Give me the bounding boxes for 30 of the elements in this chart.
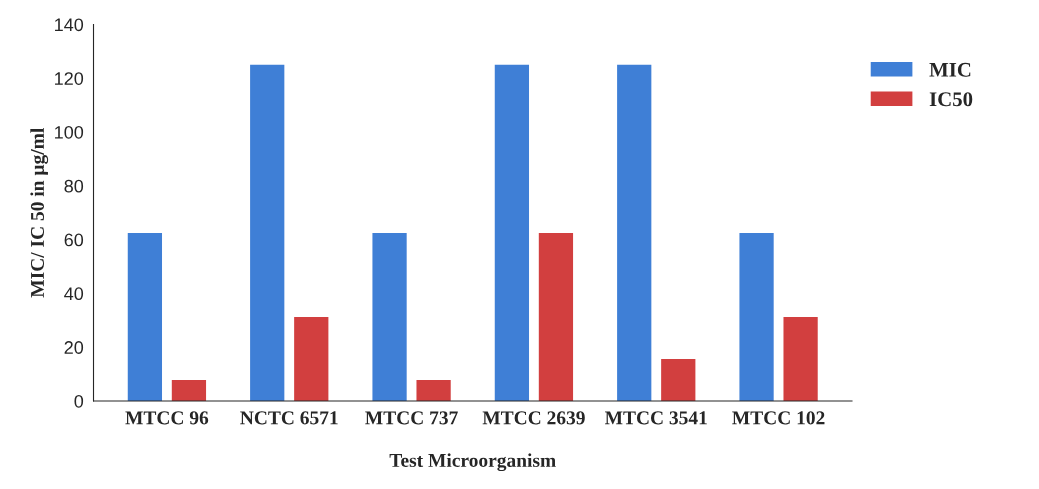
y-tick-label: 120 bbox=[55, 72, 84, 85]
legend-label: MIC bbox=[929, 62, 971, 77]
y-axis-title: MIC/ IC 50 in µg/ml bbox=[30, 128, 49, 298]
bar bbox=[372, 232, 407, 401]
x-tick-label: NCTC 6571 bbox=[240, 411, 338, 425]
x-tick-label: MTCC 96 bbox=[125, 411, 209, 425]
x-axis-title: Test Microorganism bbox=[389, 453, 556, 472]
x-tick-label: MTCC 3541 bbox=[605, 411, 707, 425]
bar bbox=[617, 64, 652, 401]
bar bbox=[739, 232, 774, 401]
bar bbox=[171, 380, 207, 401]
bar bbox=[250, 64, 285, 401]
bar bbox=[416, 380, 451, 401]
bar bbox=[294, 316, 329, 401]
bar bbox=[127, 232, 163, 401]
bar bbox=[538, 232, 574, 401]
x-tick-label: MTCC 737 bbox=[365, 411, 458, 425]
bar bbox=[661, 359, 696, 401]
x-tick-label: MTCC 2639 bbox=[482, 411, 585, 425]
bar bbox=[783, 316, 818, 401]
y-tick-label: 140 bbox=[55, 18, 84, 32]
x-tick-label: MTCC 102 bbox=[732, 411, 825, 425]
y-tick-label: 0 bbox=[74, 394, 84, 408]
y-tick-label: 100 bbox=[55, 125, 84, 139]
y-tick-label: 80 bbox=[64, 179, 84, 193]
y-tick-label: 60 bbox=[64, 233, 84, 247]
bar bbox=[494, 64, 530, 401]
y-tick-label: 20 bbox=[64, 341, 84, 354]
legend-label: IC50 bbox=[929, 92, 973, 107]
y-tick-label: 40 bbox=[64, 287, 84, 301]
